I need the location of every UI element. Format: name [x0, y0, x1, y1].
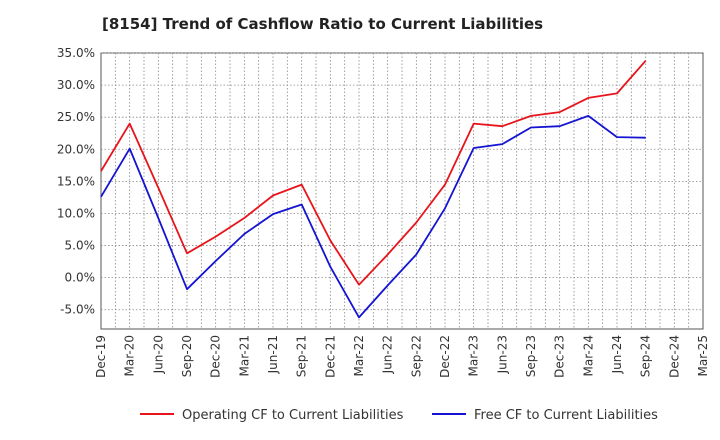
x-tick-label: Jun-22 [381, 335, 395, 374]
x-tick-label: Jun-20 [151, 335, 165, 374]
x-tick-label: Sep-20 [180, 335, 194, 377]
x-tick-label: Sep-22 [409, 335, 423, 377]
x-tick-label: Jun-24 [610, 335, 624, 374]
free-cf-line [100, 115, 646, 319]
horizontal-gridlines [101, 52, 703, 311]
vertical-gridlines [114, 53, 690, 329]
x-tick-label: Sep-21 [295, 335, 309, 377]
y-tick-label: 0.0% [65, 271, 96, 285]
x-tick-label: Dec-21 [323, 335, 337, 378]
series-lines [100, 60, 647, 319]
y-tick-label: 10.0% [57, 206, 95, 220]
x-tick-label: Mar-24 [581, 335, 595, 376]
y-axis-tick-labels: 35.0% 30.0% 25.0% 20.0% 15.0% 10.0% 5.0% 0.0% -5… [57, 46, 95, 317]
x-tick-label: Dec-22 [438, 335, 452, 378]
x-tick-label: Dec-19 [94, 335, 108, 378]
x-tick-label: Sep-24 [639, 335, 653, 377]
legend-label: Operating CF to Current Liabilities [182, 408, 404, 423]
y-tick-label: 30.0% [57, 78, 95, 92]
x-tick-label: Mar-20 [123, 335, 137, 376]
x-tick-label: Jun-21 [266, 335, 280, 374]
x-tick-label: Dec-20 [209, 335, 223, 378]
y-tick-label: 20.0% [57, 142, 95, 156]
operating-cf-line [100, 60, 647, 286]
y-tick-label: -5.0% [60, 303, 95, 317]
x-tick-label: Jun-23 [495, 335, 509, 374]
legend: Operating CF to Current Liabilities Free … [140, 408, 658, 423]
legend-label: Free CF to Current Liabilities [474, 408, 658, 423]
x-tick-label: Mar-23 [467, 335, 481, 376]
x-tick-label: Dec-23 [553, 335, 567, 378]
x-tick-label: Dec-24 [667, 335, 681, 378]
chart-title: [8154] Trend of Cashflow Ratio to Curren… [102, 15, 543, 33]
x-tick-label: Mar-22 [352, 335, 366, 376]
y-tick-label: 35.0% [57, 46, 95, 60]
x-tick-label: Mar-21 [237, 335, 251, 376]
y-tick-label: 15.0% [57, 174, 95, 188]
x-tick-label: Sep-23 [524, 335, 538, 377]
y-tick-label: 25.0% [57, 110, 95, 124]
y-tick-label: 5.0% [65, 239, 96, 253]
x-axis-tick-labels: Dec-19 Mar-20 Jun-20 Sep-20 Dec-20 Mar-21 Jun-… [94, 335, 710, 378]
x-tick-label: Mar-25 [696, 335, 710, 376]
